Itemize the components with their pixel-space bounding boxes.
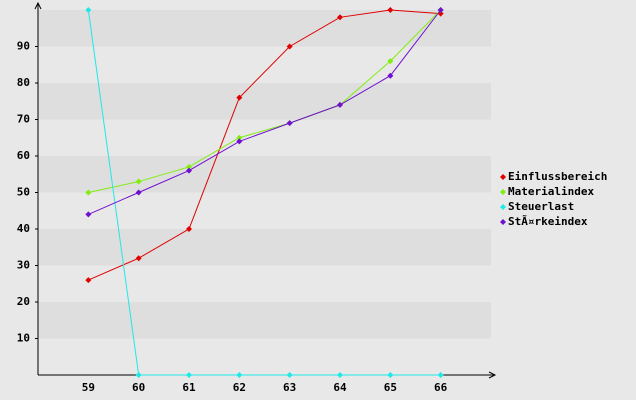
y-tick-label: 10 (17, 332, 30, 345)
point (236, 138, 243, 145)
y-tick-label: 80 (17, 76, 30, 89)
point (387, 72, 394, 79)
x-tick-label: 64 (333, 381, 347, 394)
series-line (88, 9, 442, 215)
point (135, 372, 142, 378)
x-tick-label: 59 (82, 381, 95, 394)
x-tick-label: 60 (132, 381, 145, 394)
grid-band (38, 83, 491, 120)
y-tick-label: 30 (17, 259, 30, 272)
point (387, 372, 394, 378)
point (186, 163, 192, 170)
x-tick-label: 61 (182, 381, 196, 394)
point (186, 372, 192, 378)
point (337, 14, 343, 21)
point (135, 189, 142, 196)
legend-label: Materialindex (508, 185, 594, 198)
grid-band (38, 10, 491, 47)
y-tick-label: 50 (17, 186, 30, 199)
y-tick-label: 60 (17, 149, 30, 162)
point (186, 226, 192, 232)
point (387, 58, 394, 65)
point (135, 255, 142, 262)
legend-label: StÃ¤rkeindex (508, 215, 588, 228)
series-line (88, 9, 441, 281)
legend-label: Steuerlast (508, 200, 574, 213)
series-line (88, 9, 442, 193)
y-tick-label: 70 (17, 113, 30, 126)
point (286, 372, 293, 378)
x-tick-label: 65 (384, 381, 397, 394)
x-tick-label: 66 (434, 381, 448, 394)
point (286, 120, 293, 127)
legend-marker (500, 189, 506, 195)
point (85, 211, 92, 218)
grid-band (38, 156, 491, 193)
legend-marker (500, 174, 506, 180)
y-tick-label: 20 (17, 295, 30, 308)
x-tick-label: 62 (233, 381, 246, 394)
point (236, 372, 243, 378)
point (387, 7, 394, 13)
point (85, 189, 92, 196)
grid-band (38, 302, 491, 339)
point (236, 94, 243, 101)
point (236, 134, 243, 141)
point (135, 178, 142, 185)
point (186, 167, 192, 174)
legend-marker (500, 219, 506, 225)
point (337, 101, 343, 108)
point (286, 43, 293, 50)
point (337, 372, 343, 378)
point (437, 372, 444, 378)
y-tick-label: 40 (17, 222, 30, 235)
point (85, 277, 92, 284)
y-tick-label: 90 (17, 40, 30, 53)
y-axis-arrow (34, 1, 42, 10)
x-tick-label: 63 (283, 381, 296, 394)
grid-band (38, 229, 491, 266)
x-axis-arrow (488, 371, 497, 379)
point (85, 7, 92, 13)
series-line (87, 9, 441, 376)
point (437, 7, 444, 13)
legend-marker (500, 204, 506, 210)
legend-label: Einflussbereich (508, 170, 607, 183)
